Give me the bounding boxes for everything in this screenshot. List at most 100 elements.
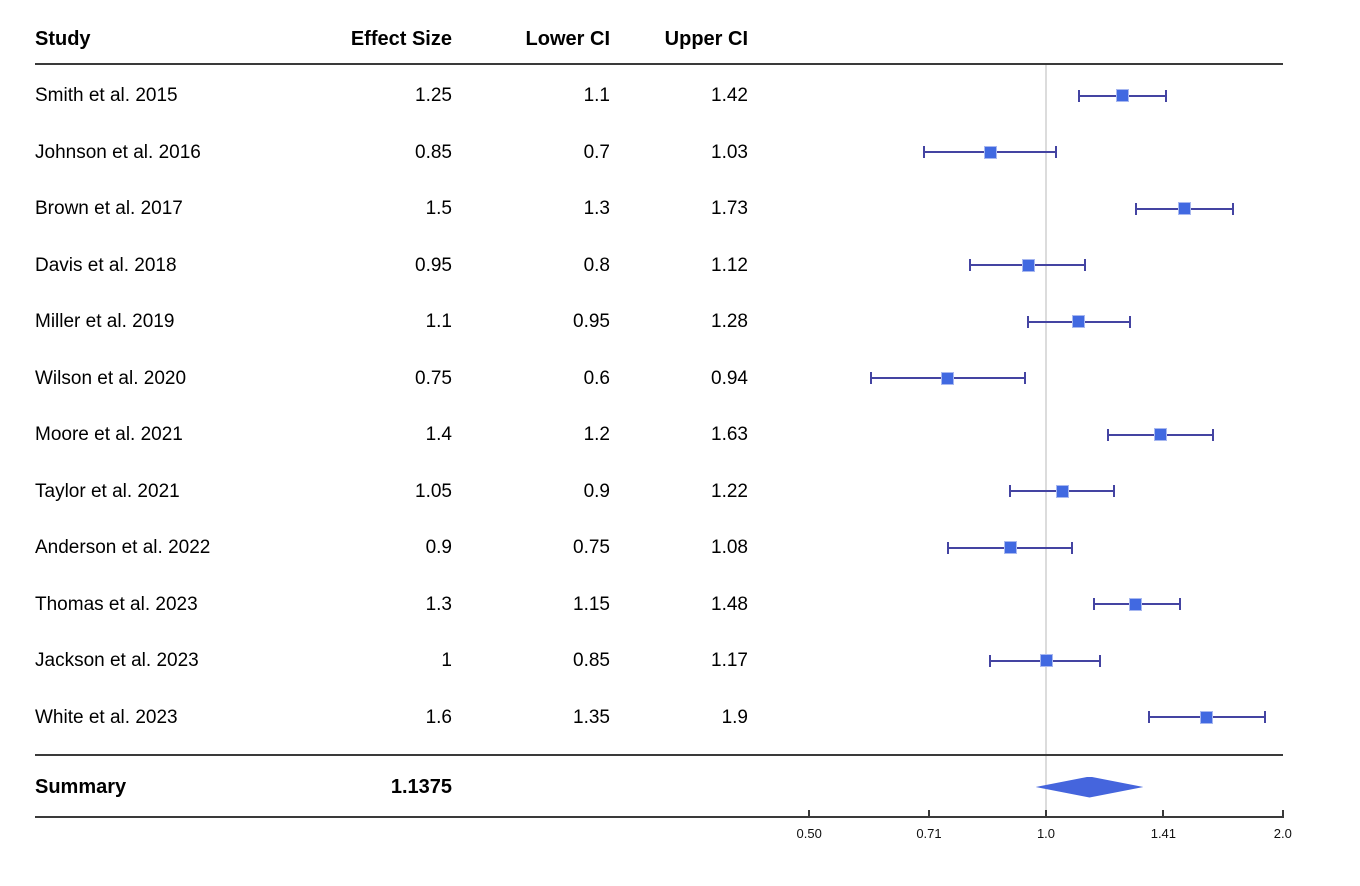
ci-whisker-cap: [1264, 711, 1267, 723]
effect-size-marker: [1200, 710, 1214, 724]
effect-size-value: 0.75: [415, 367, 452, 389]
ci-whisker-cap: [1178, 598, 1181, 610]
upper-ci-value: 1.08: [711, 537, 748, 558]
upper-ci-value: 1.12: [711, 254, 748, 276]
summary-diamond: [1035, 776, 1144, 798]
ci-whisker-cap: [1083, 259, 1086, 271]
ci-whisker-cap: [1134, 202, 1137, 215]
study-label: Thomas et al. 2023: [35, 593, 198, 615]
ci-whisker-cap: [968, 259, 971, 271]
effect-size-value: 0.95: [415, 254, 452, 276]
ci-whisker-cap: [1027, 315, 1030, 328]
effect-size-value: 1.3: [425, 593, 452, 615]
study-label: Johnson et al. 2016: [35, 141, 201, 163]
summary-label: Summary: [35, 776, 127, 798]
summary-effect-value: 1.1375: [390, 776, 452, 798]
effect-size-marker: [941, 371, 955, 385]
lower-ci-value: 0.7: [583, 141, 610, 163]
upper-ci-value: 0.94: [711, 367, 748, 389]
axis-tick-label: 1.0: [1036, 826, 1056, 841]
upper-ci-value: 1.28: [711, 311, 748, 332]
study-label: Davis et al. 2018: [35, 254, 177, 276]
upper-ci-value: 1.48: [711, 593, 748, 615]
ci-whisker-cap: [1211, 428, 1214, 441]
axis-tick: [1162, 810, 1165, 818]
effect-size-marker: [983, 145, 997, 159]
axis-tick: [927, 810, 930, 818]
ci-whisker-cap: [1077, 89, 1080, 102]
effect-size-marker: [1003, 541, 1017, 554]
effect-size-value: 1: [441, 650, 452, 671]
axis-tick: [1045, 810, 1047, 818]
upper-ci-value: 1.9: [721, 706, 748, 728]
effect-size-value: 1.6: [425, 706, 452, 728]
study-label: Brown et al. 2017: [35, 198, 183, 219]
axis-tick-label: 2.0: [1273, 826, 1292, 841]
ci-whisker-cap: [1071, 541, 1074, 554]
upper-ci-value: 1.03: [711, 141, 748, 163]
lower-ci-value: 0.85: [573, 650, 610, 671]
column-header-study: Study: [35, 28, 91, 50]
axis-line: [35, 816, 1284, 818]
header-rule: [35, 63, 1283, 65]
lower-ci-value: 1.1: [583, 85, 610, 106]
summary-divider-rule: [35, 754, 1283, 756]
effect-size-value: 0.9: [425, 537, 452, 558]
ci-whisker-cap: [1009, 485, 1011, 497]
ci-whisker-cap: [1055, 146, 1058, 158]
effect-size-marker: [1178, 202, 1192, 215]
column-header-upper-ci: Upper CI: [664, 28, 748, 50]
study-label: Taylor et al. 2021: [35, 480, 180, 502]
lower-ci-value: 0.8: [583, 254, 610, 276]
effect-size-value: 0.85: [415, 141, 452, 163]
study-label: Moore et al. 2021: [35, 424, 183, 445]
column-header-effect-size: Effect Size: [350, 28, 452, 50]
upper-ci-value: 1.73: [711, 198, 748, 219]
lower-ci-value: 0.75: [573, 537, 610, 558]
effect-size-value: 1.4: [425, 424, 452, 445]
ci-whisker-cap: [1147, 711, 1150, 723]
axis-tick-label: 0.50: [796, 826, 822, 841]
lower-ci-value: 0.6: [583, 367, 610, 389]
upper-ci-value: 1.63: [711, 424, 748, 445]
effect-size-marker: [1154, 428, 1168, 441]
study-label: Miller et al. 2019: [35, 311, 175, 332]
study-label: Wilson et al. 2020: [35, 367, 187, 389]
effect-size-marker: [1129, 597, 1143, 611]
ci-whisker-cap: [946, 541, 949, 554]
upper-ci-value: 1.17: [711, 650, 748, 671]
column-header-lower-ci: Lower CI: [525, 28, 610, 50]
effect-size-value: 1.05: [415, 480, 452, 502]
axis-tick: [1281, 810, 1284, 818]
ci-whisker-cap: [989, 654, 992, 667]
ci-whisker-cap: [1107, 428, 1110, 441]
upper-ci-value: 1.42: [711, 85, 748, 106]
lower-ci-value: 1.15: [573, 593, 610, 615]
effect-size-marker: [1056, 484, 1070, 498]
lower-ci-value: 1.2: [583, 424, 610, 445]
study-label: White et al. 2023: [35, 706, 178, 728]
upper-ci-value: 1.22: [711, 480, 748, 502]
ci-whisker-cap: [1098, 654, 1101, 667]
axis-tick-label: 0.71: [916, 826, 942, 841]
ci-whisker-cap: [1092, 598, 1095, 610]
ci-whisker-cap: [870, 372, 873, 384]
lower-ci-value: 1.35: [573, 706, 610, 728]
study-label: Smith et al. 2015: [35, 85, 178, 106]
ci-whisker-cap: [1129, 315, 1132, 328]
ci-whisker-cap: [1112, 485, 1115, 497]
reference-line: [1045, 64, 1047, 817]
study-label: Anderson et al. 2022: [35, 537, 211, 558]
ci-whisker-cap: [1164, 89, 1167, 102]
ci-whisker-cap: [1023, 372, 1026, 384]
effect-size-marker: [1021, 258, 1035, 272]
effect-size-value: 1.5: [425, 198, 452, 219]
axis-tick: [808, 810, 811, 818]
effect-size-value: 1.25: [415, 85, 452, 106]
lower-ci-value: 0.9: [583, 480, 610, 502]
ci-whisker-cap: [923, 146, 926, 158]
effect-size-value: 1.1: [425, 311, 452, 332]
lower-ci-value: 1.3: [583, 198, 610, 219]
lower-ci-value: 0.95: [573, 311, 610, 332]
